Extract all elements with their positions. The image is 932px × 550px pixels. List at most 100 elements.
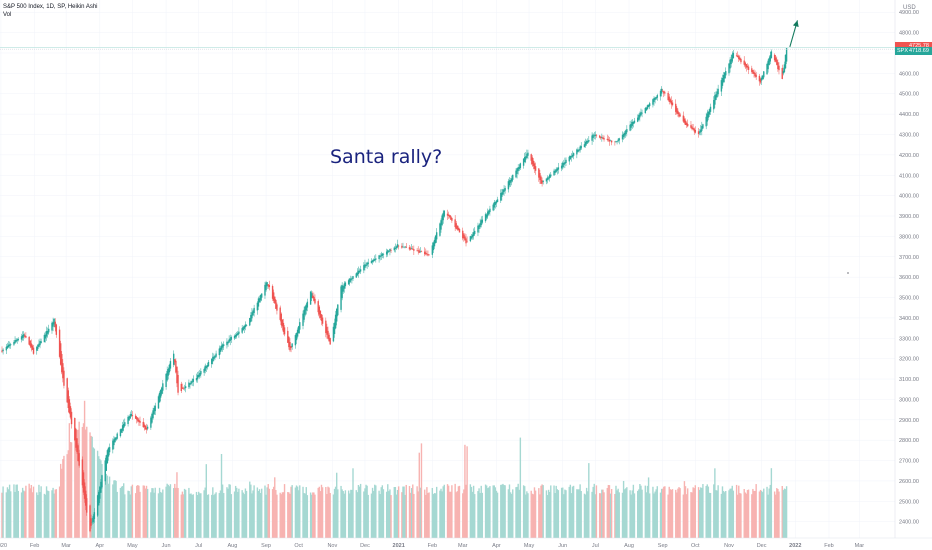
volume-bar [706, 484, 708, 538]
volume-bar [303, 493, 305, 538]
volume-bar [61, 468, 63, 538]
volume-bar [675, 489, 677, 538]
candle-body [176, 366, 178, 384]
volume-bar [129, 494, 131, 538]
candle-body [782, 70, 785, 74]
volume-bar [512, 489, 514, 538]
candle-body [226, 341, 228, 346]
candle-body [656, 95, 658, 98]
volume-bar [510, 493, 513, 538]
volume-bar [629, 490, 631, 538]
volume-bar [358, 486, 361, 538]
candle-body [370, 260, 373, 264]
price-axis[interactable]: 4900.004800.004700.004600.004500.004400.… [899, 10, 919, 525]
volume-bar [124, 494, 126, 538]
volume-bar [654, 491, 656, 538]
volume-bar [283, 484, 286, 538]
volume-bar [530, 490, 532, 538]
candle-body [289, 341, 291, 351]
volume-bar [220, 453, 223, 538]
volume-bar [646, 485, 649, 538]
volume-bar [404, 494, 406, 538]
volume-bar [380, 487, 382, 538]
candle-body [583, 144, 586, 148]
volume-bar [213, 495, 215, 538]
candle-body [288, 336, 290, 348]
time-tick-label: Dec [360, 543, 370, 549]
candle-body [302, 313, 304, 326]
volume-bar [412, 484, 414, 538]
candle-body [451, 217, 453, 221]
volume-bar [541, 484, 543, 538]
candle-body [227, 341, 229, 344]
candle-body [595, 135, 598, 136]
volume-bar [623, 489, 626, 538]
candle-body [347, 280, 350, 285]
volume-bar [228, 484, 230, 538]
volume-bar [89, 432, 91, 538]
candle-body [721, 78, 724, 86]
volume-bar [405, 484, 407, 538]
volume-bar [606, 488, 608, 538]
volume-bar [655, 489, 657, 538]
volume-bar [507, 489, 510, 538]
symbol-legend[interactable]: S&P 500 Index, 1D, SP, Heikin Ashi [3, 4, 98, 10]
candle-body [281, 319, 284, 327]
candle-body [562, 162, 564, 168]
candle-body [458, 229, 461, 233]
candle-body [738, 56, 740, 60]
candle-body [372, 259, 375, 262]
volume-bar [309, 492, 312, 538]
annotation-text[interactable]: Santa rally? [330, 146, 443, 168]
candle-body [783, 64, 786, 73]
candle-body [484, 214, 487, 222]
volume-bar [668, 486, 670, 538]
volume-bar [394, 486, 397, 538]
volume-bar [297, 490, 300, 538]
candle-body [127, 416, 129, 425]
candle-body [24, 335, 26, 337]
volume-bar [432, 494, 435, 538]
price-tick-label: 2900.00 [899, 418, 919, 424]
candle-body [2, 349, 4, 352]
candle-body [84, 490, 87, 506]
candle-body [175, 360, 177, 373]
candle-body [759, 78, 762, 83]
candle-body [82, 472, 85, 493]
candle-body [413, 249, 415, 251]
candle-body [365, 265, 367, 266]
candle-body [17, 339, 20, 341]
candle-body [588, 139, 590, 142]
symbol-price-tag: SPX 4718.69 [895, 47, 932, 56]
volume-bar [653, 493, 655, 538]
volume-bar [259, 492, 262, 538]
volume-legend[interactable]: Vol [3, 12, 12, 18]
candle-body [393, 247, 395, 251]
volume-bar [784, 489, 787, 538]
volume-bar [591, 491, 593, 538]
volume-bar [546, 495, 549, 538]
volume-bar [9, 491, 12, 538]
candle-body [412, 248, 414, 250]
candle-body [731, 54, 733, 62]
candle-body [6, 345, 9, 349]
time-tick-label: Aug [227, 543, 237, 549]
volume-bar [572, 485, 575, 538]
candle-body [67, 390, 69, 409]
candle-body [518, 167, 520, 170]
price-tick-label: 4900.00 [899, 10, 919, 16]
candle-body [519, 163, 522, 169]
volume-bar [157, 493, 160, 538]
time-axis[interactable]: 2020 Feb Mar Apr May Jun Jul Aug Sep Oct Nov Dec 202… [0, 543, 864, 549]
volume-bar [725, 491, 727, 538]
price-tick-label: 4600.00 [899, 71, 919, 77]
candle-body [228, 339, 230, 343]
candle-body [309, 291, 312, 305]
candle-body [677, 110, 679, 114]
candle-body [550, 174, 552, 177]
candle-body [464, 236, 466, 241]
volume-bar [84, 429, 87, 538]
volume-bar [172, 488, 175, 538]
candle-body [676, 107, 678, 114]
